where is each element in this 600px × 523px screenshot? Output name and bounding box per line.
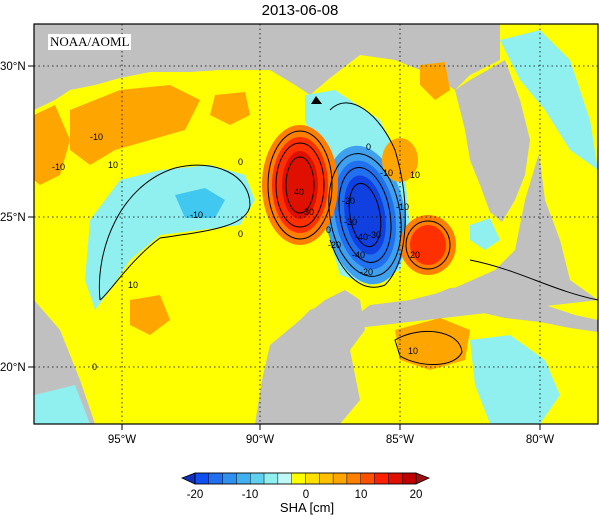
credit-label: NOAA/AOML <box>48 34 132 50</box>
contour-label: -20 <box>360 267 373 277</box>
contour-label: 0 <box>326 225 331 235</box>
contour-label: 40 <box>294 187 304 197</box>
cuba <box>425 285 598 332</box>
colorbar-cell <box>236 472 251 485</box>
colorbar-cell <box>291 472 306 485</box>
anomaly-negative-west-core <box>175 188 225 218</box>
contour-label: -20 <box>328 240 341 250</box>
colorbar-cell <box>401 472 417 485</box>
anomaly-negative-south <box>470 335 560 424</box>
lat-label-30n: 30°N <box>0 61 26 73</box>
colorbar-label: SHA [cm] <box>279 500 335 515</box>
colorbar-tick: 10 <box>355 489 368 501</box>
lon-label-85w: 85°W <box>386 434 414 446</box>
colorbar-cell <box>319 472 334 485</box>
contour-label: -40 <box>355 232 368 242</box>
lat-label-20n: 20°N <box>0 362 26 374</box>
contour-label: -30 <box>344 217 357 227</box>
contour-label: -40 <box>352 250 365 260</box>
station-marker-icon <box>311 96 322 104</box>
us-gulf-coast <box>34 24 500 110</box>
axis-ticks <box>28 65 541 430</box>
lon-label-95w: 95°W <box>108 434 136 446</box>
colorbar-tick: -10 <box>242 489 259 501</box>
colorbar-cell <box>194 472 210 485</box>
colorbar-cell <box>388 472 403 485</box>
lon-label-90w: 90°W <box>246 434 274 446</box>
colorbar-left-arrow <box>180 472 196 485</box>
colorbar-tick: -20 <box>187 489 204 501</box>
yucatan-eddy-core <box>410 225 446 265</box>
colorbar-cell <box>208 472 223 485</box>
anomaly-negative-east <box>500 30 598 170</box>
lon-label-80w: 80°W <box>526 434 554 446</box>
contour-label: 10 <box>408 346 418 356</box>
colorbar-cell <box>277 472 292 485</box>
contour-label: 0 <box>366 142 371 152</box>
contour-label: 20 <box>410 250 420 260</box>
anomaly-negative-sw-corner <box>34 385 90 424</box>
contour-value-labels: -10 -10 -10 0 0 0 0 10 10 10 -40 -30 -20… <box>52 132 420 372</box>
anomaly-positive-sw <box>130 295 170 335</box>
anomaly-positive-nw-shelf <box>34 105 70 185</box>
colorbar: -20 -10 0 10 20 <box>180 472 431 501</box>
lat-label-25n: 25°N <box>0 212 26 224</box>
contour-lines <box>98 102 598 366</box>
cyclonic-eddy-core <box>344 175 386 255</box>
contour-label: -10 <box>190 210 203 220</box>
colorbar-cell <box>222 472 237 485</box>
anomaly-positive-caribbean <box>395 318 470 370</box>
contour-label: 0 <box>238 229 243 239</box>
colorbar-cell <box>374 472 389 485</box>
anomaly-positive-north <box>210 92 250 125</box>
contour-label: -30 <box>368 230 381 240</box>
colorbar-cell <box>250 472 265 485</box>
map-frame <box>33 23 599 425</box>
colorbar-cell <box>305 472 320 485</box>
colorbar-cell <box>332 472 348 485</box>
mexico-yucatan <box>34 290 365 424</box>
anomaly-negative-florida-straits <box>470 218 500 250</box>
colorbar-right-arrow <box>415 472 431 485</box>
colorbar-tick: 20 <box>410 489 423 501</box>
contour-label: 10 <box>108 160 118 170</box>
contour-label: -10 <box>396 202 409 212</box>
florida-peninsula <box>455 60 530 222</box>
map-title: 2013-06-08 <box>261 2 339 19</box>
anticyclonic-eddy-core <box>282 151 318 219</box>
contour-label: -20 <box>342 196 355 206</box>
colorbar-cell <box>360 472 375 485</box>
colorbar-cell <box>346 472 361 485</box>
contour-label: 10 <box>410 170 420 180</box>
contour-label: 0 <box>92 362 97 372</box>
contour-label: -10 <box>380 168 393 178</box>
graticule <box>34 24 598 424</box>
contour-label: 10 <box>128 280 138 290</box>
colorbar-cell <box>263 472 279 485</box>
colorbar-tick: 0 <box>303 489 309 501</box>
contour-label: 0 <box>238 157 243 167</box>
anomaly-positive-ne <box>420 62 450 100</box>
contour-label: -10 <box>52 162 65 172</box>
contour-label: -10 <box>90 132 103 142</box>
contour-label: 30 <box>304 207 314 217</box>
anomaly-positive-nw <box>70 85 200 165</box>
